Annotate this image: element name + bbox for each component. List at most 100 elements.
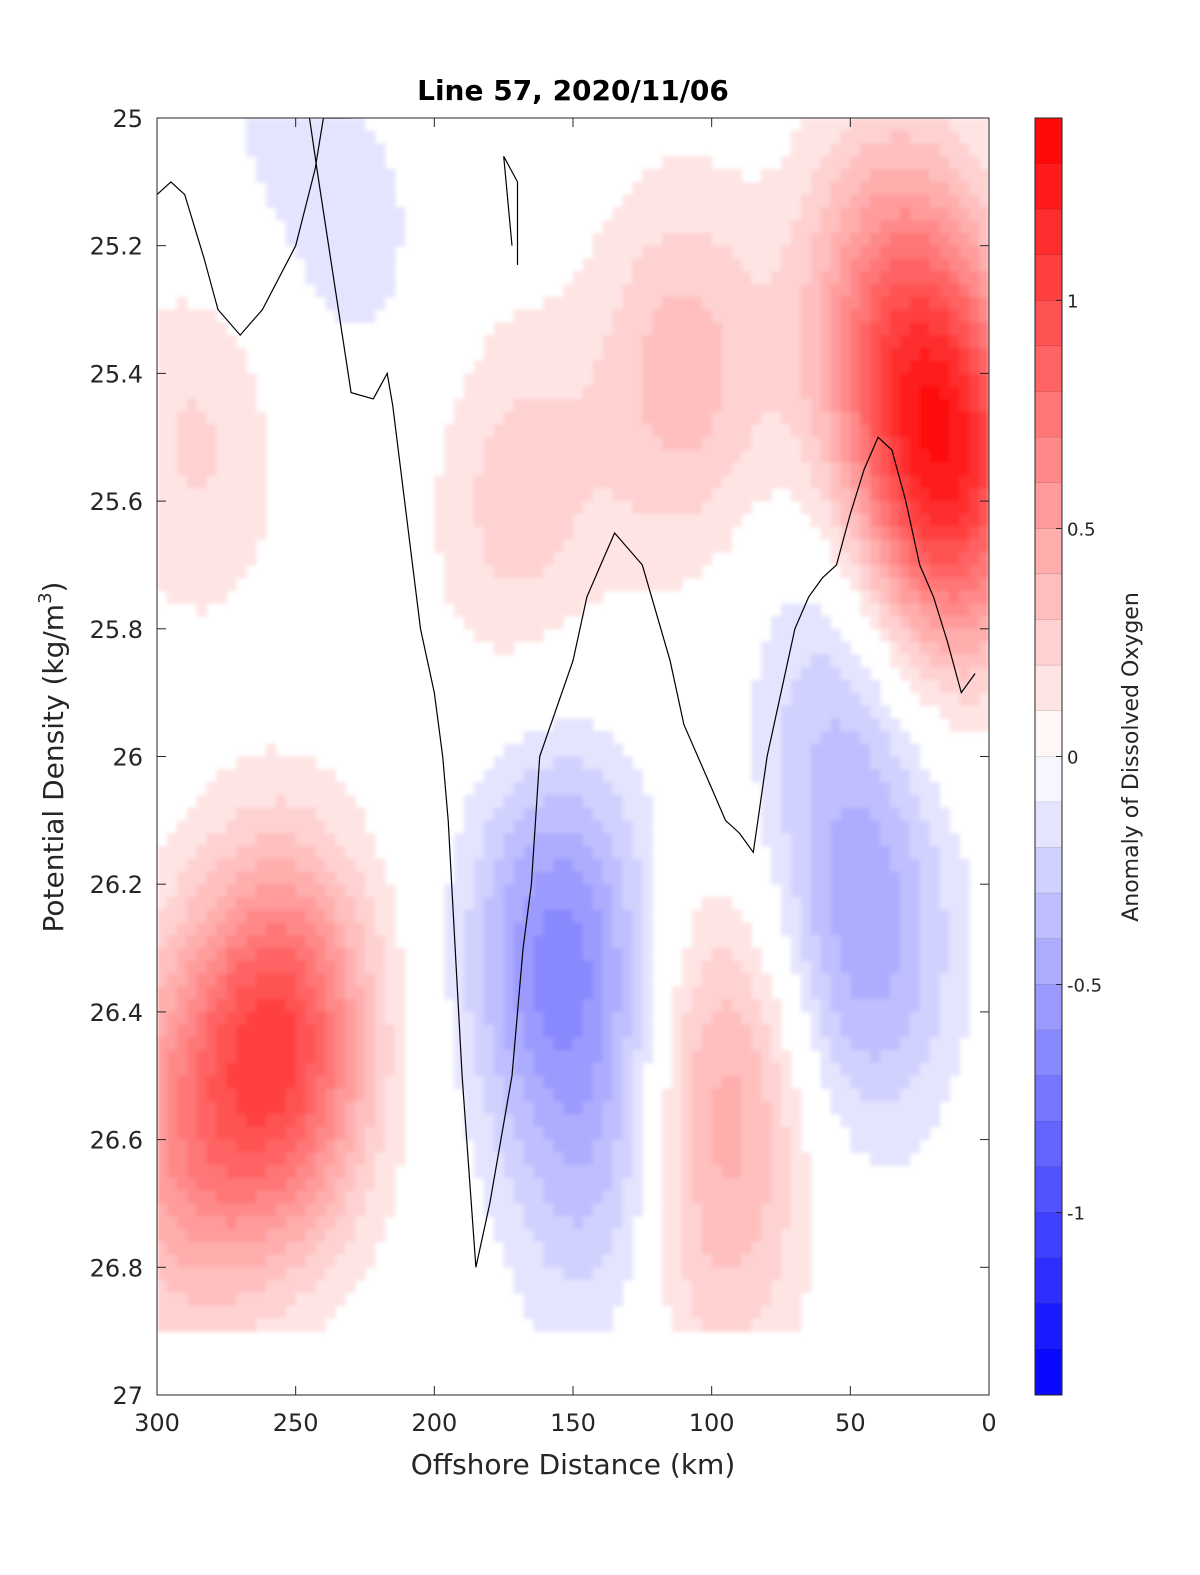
anomaly-cell — [236, 884, 247, 898]
anomaly-cell — [850, 552, 861, 566]
anomaly-cell — [265, 156, 277, 170]
anomaly-cell — [691, 1088, 703, 1102]
anomaly-cell — [830, 386, 842, 400]
anomaly-cell — [919, 207, 931, 221]
anomaly-cell — [503, 539, 515, 553]
anomaly-cell — [355, 858, 366, 873]
anomaly-cell — [840, 896, 851, 911]
anomaly-cell — [751, 1139, 762, 1153]
anomaly-cell — [899, 986, 911, 1000]
anomaly-cell — [929, 309, 941, 323]
anomaly-cell — [889, 564, 901, 579]
anomaly-cell — [592, 960, 604, 975]
anomaly-cell — [741, 1152, 752, 1166]
anomaly-cell — [642, 1037, 653, 1051]
anomaly-cell — [325, 130, 336, 145]
anomaly-cell — [533, 986, 544, 1000]
anomaly-cell — [275, 207, 287, 221]
anomaly-cell — [513, 1011, 525, 1026]
anomaly-cell — [325, 271, 336, 285]
anomaly-cell — [473, 948, 485, 962]
anomaly-cell — [503, 1114, 515, 1128]
anomaly-cell — [166, 1114, 178, 1128]
anomaly-cell — [741, 501, 752, 515]
anomaly-cell — [176, 335, 188, 349]
anomaly-cell — [246, 1292, 257, 1307]
anomaly-cell — [503, 335, 515, 349]
anomaly-cell — [216, 1126, 227, 1141]
anomaly-cell — [939, 309, 950, 323]
anomaly-cell — [612, 1011, 624, 1026]
anomaly-cell — [355, 1062, 366, 1077]
anomaly-cell — [790, 373, 802, 387]
anomaly-cell — [394, 1050, 406, 1064]
anomaly-cell — [285, 1088, 297, 1102]
anomaly-cell — [889, 896, 901, 911]
anomaly-cell — [543, 539, 554, 553]
anomaly-cell — [662, 552, 673, 566]
anomaly-cell — [939, 462, 950, 477]
anomaly-cell — [761, 194, 772, 208]
anomaly-cell — [573, 284, 584, 298]
anomaly-cell — [523, 986, 534, 1000]
anomaly-cell — [365, 973, 376, 987]
anomaly-cell — [335, 1280, 346, 1294]
anomaly-cell — [781, 1228, 792, 1243]
anomaly-cell — [533, 1165, 544, 1179]
anomaly-cell — [771, 718, 782, 732]
anomaly-cell — [473, 1152, 485, 1166]
anomaly-cell — [533, 488, 544, 502]
anomaly-cell — [820, 156, 832, 170]
anomaly-cell — [701, 169, 713, 183]
anomaly-cell — [800, 232, 812, 247]
anomaly-cell — [602, 960, 614, 975]
anomaly-cell — [256, 1139, 267, 1153]
anomaly-cell — [236, 1177, 247, 1192]
anomaly-cell — [642, 360, 653, 374]
anomaly-cell — [523, 590, 534, 604]
anomaly-cell — [771, 1088, 782, 1102]
anomaly-cell — [711, 1139, 723, 1153]
anomaly-cell — [473, 1088, 485, 1102]
anomaly-cell — [186, 871, 198, 885]
anomaly-cell — [711, 373, 723, 387]
anomaly-cell — [335, 909, 346, 924]
anomaly-cell — [582, 1037, 594, 1051]
anomaly-cell — [553, 1075, 564, 1090]
anomaly-cell — [781, 845, 792, 860]
anomaly-cell — [157, 322, 168, 336]
anomaly-cell — [781, 296, 792, 311]
anomaly-cell — [691, 181, 703, 196]
anomaly-cell — [751, 960, 762, 975]
anomaly-cell — [870, 322, 881, 336]
anomaly-cell — [840, 386, 851, 400]
anomaly-cell — [612, 309, 624, 323]
anomaly-cell — [622, 1075, 634, 1090]
anomaly-cell — [216, 1139, 227, 1153]
anomaly-cell — [781, 705, 792, 719]
anomaly-cell — [889, 207, 901, 221]
anomaly-cell — [642, 948, 653, 962]
anomaly-cell — [919, 194, 931, 208]
anomaly-cell — [533, 1024, 544, 1039]
anomaly-cell — [236, 999, 247, 1013]
anomaly-cell — [275, 1152, 287, 1166]
anomaly-cell — [305, 1241, 317, 1256]
anomaly-cell — [870, 833, 881, 847]
anomaly-cell — [721, 411, 733, 426]
anomaly-cell — [899, 194, 911, 208]
anomaly-cell — [246, 1318, 257, 1332]
anomaly-cell — [256, 118, 267, 132]
anomaly-cell — [503, 1139, 515, 1153]
anomaly-cell — [840, 769, 851, 783]
anomaly-cell — [781, 628, 792, 643]
anomaly-cell — [662, 424, 673, 438]
anomaly-cell — [969, 296, 980, 311]
anomaly-cell — [236, 564, 247, 579]
anomaly-cell — [870, 896, 881, 911]
anomaly-cell — [226, 1216, 237, 1230]
anomaly-cell — [483, 539, 495, 553]
anomaly-cell — [533, 335, 544, 349]
anomaly-cell — [384, 169, 396, 183]
anomaly-cell — [672, 386, 683, 400]
